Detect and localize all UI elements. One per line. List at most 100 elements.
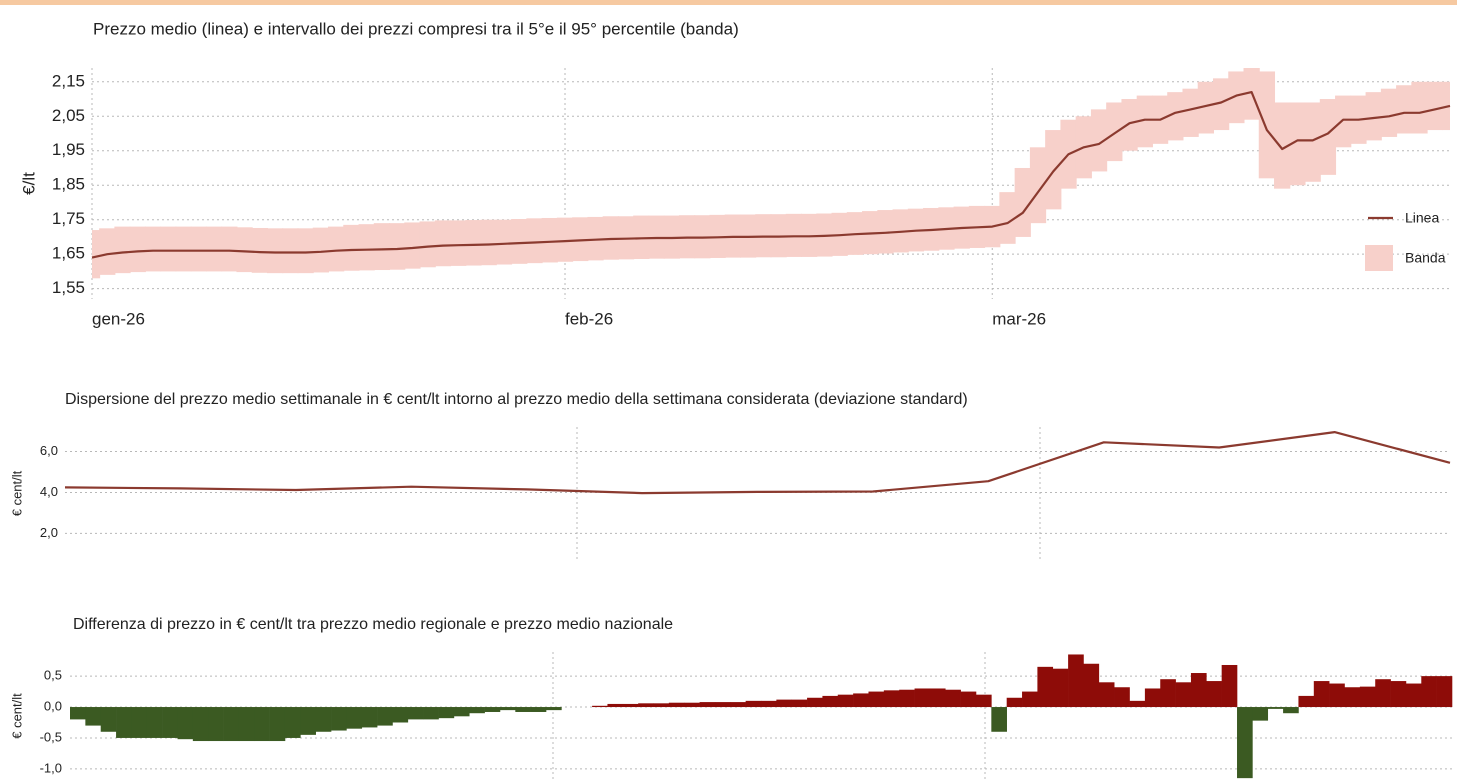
- bar: [1068, 654, 1084, 708]
- bar: [208, 707, 224, 742]
- bar: [361, 707, 378, 728]
- band-segment: [1365, 92, 1382, 141]
- band-segment: [434, 220, 452, 267]
- y-axis-label: € cent/lt: [9, 693, 24, 739]
- bar: [1405, 683, 1422, 708]
- bar: [1206, 681, 1222, 708]
- y-axis-label: € cent/lt: [9, 470, 24, 516]
- band-segment: [1121, 99, 1138, 151]
- band-segment: [236, 227, 253, 273]
- bar: [284, 707, 301, 738]
- bar: [791, 699, 808, 708]
- bar: [453, 707, 470, 717]
- band-segment: [1258, 71, 1276, 179]
- bar: [592, 705, 608, 708]
- band-segment: [419, 221, 436, 268]
- bar: [377, 707, 393, 726]
- band-segment: [1274, 102, 1291, 189]
- bar: [1237, 707, 1253, 779]
- bar: [1098, 682, 1115, 708]
- bar: [622, 703, 639, 708]
- y-tick-label: 2,15: [52, 71, 85, 90]
- band-segment: [1380, 88, 1398, 137]
- bar: [960, 691, 977, 708]
- band-segment: [1045, 130, 1062, 210]
- bar: [1083, 663, 1100, 708]
- bar: [991, 707, 1007, 732]
- bar: [853, 693, 869, 708]
- y-tick-label: -1,0: [40, 760, 62, 775]
- band-segment: [99, 228, 116, 275]
- bar: [131, 707, 148, 738]
- bar: [530, 707, 547, 712]
- band-segment: [404, 222, 421, 269]
- bar: [238, 707, 255, 742]
- bar: [331, 707, 347, 731]
- bar: [730, 702, 746, 708]
- y-tick-label: 4,0: [40, 484, 58, 499]
- band-segment: [1090, 109, 1108, 172]
- band-segment: [328, 226, 345, 272]
- bar: [1022, 691, 1038, 708]
- y-axis-label: €/lt: [19, 172, 38, 195]
- band-segment: [160, 226, 177, 272]
- band-segment: [373, 223, 391, 271]
- band-segment: [495, 219, 513, 265]
- bar: [70, 707, 86, 720]
- bar: [1052, 668, 1069, 708]
- band-segment: [297, 228, 314, 274]
- band-segment: [1335, 95, 1352, 148]
- top-stripe: [0, 0, 1457, 5]
- bar: [1175, 682, 1192, 708]
- bar: [269, 707, 286, 742]
- bar: [776, 699, 793, 708]
- chart-title: Differenza di prezzo in € cent/lt tra pr…: [73, 616, 673, 633]
- bar: [745, 700, 762, 708]
- x-tick-label: mar-26: [992, 309, 1046, 328]
- bar: [546, 707, 562, 711]
- band-segment: [190, 226, 207, 272]
- bar: [929, 688, 946, 708]
- bar: [85, 707, 102, 726]
- bar: [914, 688, 931, 708]
- y-tick-label: 6,0: [40, 443, 58, 458]
- bar: [699, 702, 716, 708]
- band-segment: [541, 217, 558, 263]
- bar: [484, 707, 501, 712]
- bar: [761, 700, 777, 708]
- bar: [1267, 707, 1284, 709]
- y-tick-label: 2,0: [40, 525, 58, 540]
- band-segment: [465, 220, 482, 266]
- chart-title: Dispersione del prezzo medio settimanale…: [65, 391, 968, 408]
- bar: [1283, 707, 1299, 714]
- bar: [1160, 679, 1176, 708]
- bar: [837, 694, 854, 708]
- bar: [223, 707, 240, 742]
- bar: [116, 707, 132, 738]
- bar: [1221, 664, 1238, 708]
- bar: [515, 707, 531, 712]
- band-segment: [1228, 71, 1245, 124]
- band-segment: [312, 227, 330, 273]
- bar: [638, 703, 654, 708]
- bar: [975, 694, 992, 708]
- band-segment: [92, 230, 101, 279]
- band-segment: [1136, 95, 1153, 148]
- band-segment: [343, 224, 360, 271]
- band-segment: [1396, 85, 1413, 134]
- y-tick-label: -0,5: [40, 729, 62, 744]
- bar: [315, 707, 332, 732]
- band-segment: [480, 219, 497, 266]
- band-segment: [1411, 81, 1428, 134]
- band-segment: [358, 224, 375, 271]
- x-tick-label: gen-26: [92, 309, 145, 328]
- band-segment: [450, 220, 467, 266]
- y-tick-label: 1,55: [52, 278, 85, 297]
- bar: [883, 690, 900, 708]
- bar: [499, 707, 516, 711]
- bar: [1298, 695, 1315, 708]
- bar: [1359, 686, 1376, 708]
- bar: [1006, 697, 1023, 708]
- bar: [1375, 679, 1391, 708]
